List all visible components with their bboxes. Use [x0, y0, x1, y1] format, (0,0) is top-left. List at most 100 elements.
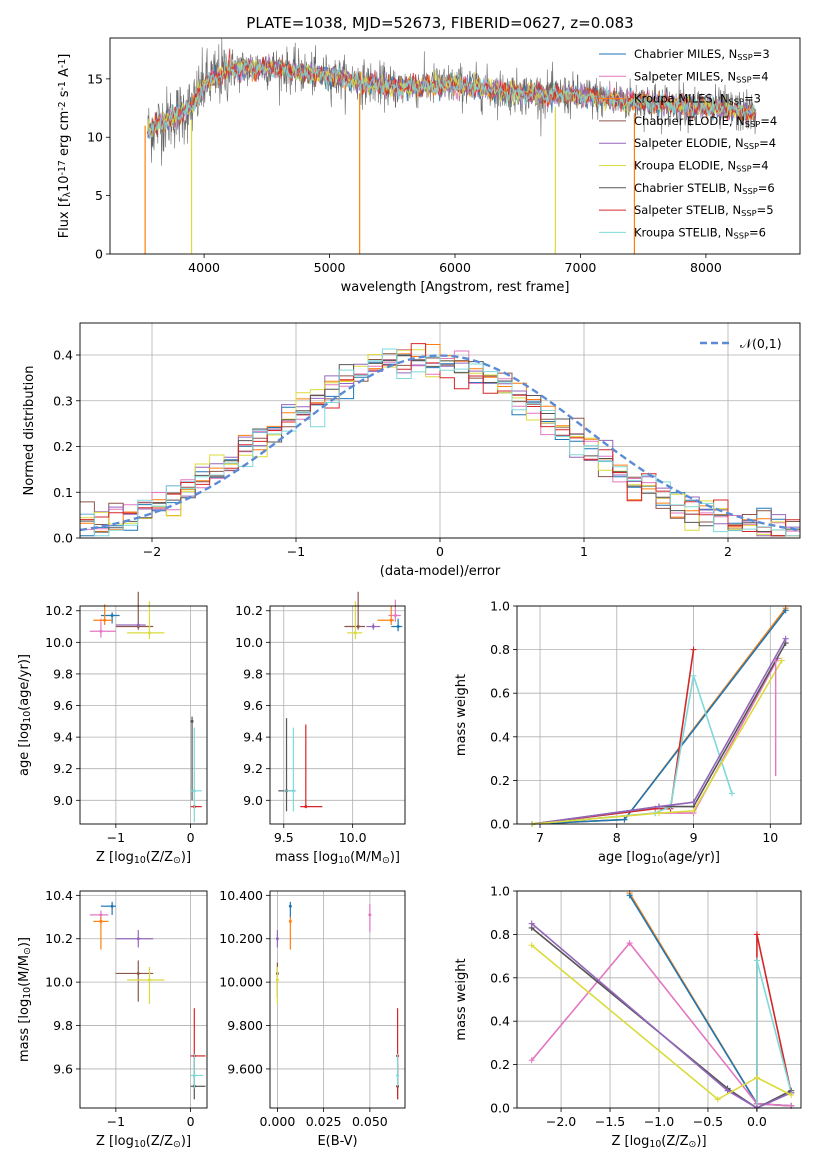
weight-line [531, 927, 792, 1109]
data-point [136, 937, 140, 941]
weight-line [532, 638, 787, 825]
y-tick-label: 0 [95, 247, 103, 262]
x-tick-label: 5000 [314, 260, 346, 275]
y-tick-label: 10.2 [45, 603, 73, 618]
histogram-step [80, 348, 800, 537]
weight-marker [690, 672, 697, 679]
x-tick-label: −1.5 [595, 1114, 625, 1129]
y-tick-label: 0.8 [490, 927, 510, 942]
data-point [110, 904, 114, 908]
weight-marker [621, 816, 628, 823]
spectrum-line [147, 48, 757, 136]
legend-entry: Chabrier MILES, NSSP=3 [634, 47, 770, 62]
y-axis-label: mass [log10(M/M⊙)] [17, 937, 33, 1062]
histogram-step [80, 344, 800, 537]
y-tick-label: 10 [87, 130, 103, 145]
axes-frame [516, 605, 802, 825]
x-tick-label: 0.0 [747, 1114, 767, 1129]
weight-line [532, 657, 779, 825]
weight-marker [626, 892, 633, 899]
x-tick-label: 8000 [690, 260, 722, 275]
axes-frame [79, 322, 801, 539]
axes-frame [79, 605, 208, 825]
data-point [353, 631, 357, 635]
legend: Chabrier MILES, NSSP=3 Salpeter MILES, NS… [599, 47, 777, 240]
legend-entry: Kroupa MILES, NSSP=3 [634, 92, 761, 107]
y-tick-label: 9.600 [227, 1061, 263, 1076]
plot-area [79, 343, 801, 537]
y-tick-label: 0.4 [490, 729, 510, 744]
x-tick-label: 0 [187, 1114, 195, 1129]
x-tick-label: −0.5 [693, 1114, 723, 1129]
data-point [147, 631, 151, 635]
legend-entry: Salpeter MILES, NSSP=4 [634, 69, 769, 84]
data-point [291, 789, 295, 793]
data-point [275, 937, 279, 941]
x-tick-label: 10.0 [339, 830, 367, 845]
x-axis-label: E(B-V) [317, 1134, 357, 1149]
x-axis-label: Z [log10(Z/Z⊙)] [611, 1134, 706, 1150]
x-tick-label: 0.025 [306, 1114, 342, 1129]
y-tick-label: 0.0 [490, 817, 510, 832]
panel-mass_vs_Z: −1 0 9.6 9.8 10.0 10.2 10.4 Z [log10(Z/Z⊙)] mass… [17, 888, 208, 1150]
y-tick-label: 9.8 [53, 666, 73, 681]
y-tick-label: 9.0 [53, 793, 73, 808]
plot-area [278, 591, 403, 812]
weight-line [532, 607, 787, 825]
x-tick-label: 6000 [439, 260, 471, 275]
data-point [393, 613, 397, 617]
x-axis-label: age [log10(age/yr)] [598, 850, 720, 866]
x-axis-label: mass [log10(M/M⊙)] [275, 850, 400, 866]
x-tick-label: 9.5 [274, 830, 294, 845]
plot-area [275, 901, 400, 1100]
y-tick-label: 9.800 [227, 1018, 263, 1033]
x-tick-label: 9 [690, 830, 698, 845]
data-point [275, 978, 279, 982]
panel-mass_vs_ebv: 0.000 0.025 0.050 9.600 9.800 10.000 10.200 10.… [219, 888, 406, 1149]
x-axis-label: Z [log10(Z/Z⊙)] [96, 850, 191, 866]
data-point [192, 1073, 196, 1077]
data-point [136, 971, 140, 975]
axes-frame [269, 890, 406, 1109]
x-axis-label: Z [log10(Z/Z⊙)] [96, 1134, 191, 1150]
weight-marker [656, 803, 662, 810]
panel-age_vs_Z: −1 0 9.0 9.2 9.4 9.6 9.8 10.0 10.2 Z [log10(Z/Z⊙)… [17, 591, 208, 866]
legend-entry: Chabrier STELIB, NSSP=6 [634, 181, 775, 196]
y-tick-label: 0.2 [490, 773, 510, 788]
weight-line [532, 675, 733, 825]
y-tick-label: 15 [87, 71, 103, 86]
y-tick-label: 10.0 [45, 635, 73, 650]
y-tick-label: 10.000 [219, 975, 263, 990]
normal-curve [79, 354, 801, 532]
x-tick-label: 7 [536, 830, 544, 845]
panel-age_vs_mass: 9.5 10.0 9.0 9.2 9.4 9.6 9.8 10.0 10.2 mass [log1… [235, 591, 406, 866]
x-tick-label: 8 [613, 830, 621, 845]
panel-weight_vs_age: 7 8 9 10 0.0 0.2 0.4 0.6 0.8 1.0 age [log10(age/yr… [454, 599, 802, 866]
y-tick-label: 10.200 [219, 931, 263, 946]
legend-entry: Salpeter STELIB, NSSP=5 [634, 203, 774, 218]
weight-marker [690, 646, 697, 653]
panel-spectrum: 4000 5000 6000 7000 8000 0 5 10 15 wavelength [An… [57, 37, 801, 295]
plot-area [89, 901, 206, 1100]
x-tick-label: −2.0 [546, 1114, 576, 1129]
y-tick-label: 0.0 [53, 531, 73, 546]
y-tick-label: 0.4 [53, 348, 73, 363]
data-point [110, 613, 114, 617]
y-tick-label: 0.6 [490, 970, 510, 985]
weight-line [532, 660, 783, 825]
y-tick-label: 0.3 [53, 393, 73, 408]
weight-marker [528, 920, 535, 927]
weight-marker [656, 810, 662, 817]
y-tick-label: 9.4 [53, 730, 73, 745]
y-tick-label: 0.6 [490, 686, 510, 701]
legend-entry: 𝒩(0,1) [740, 336, 782, 351]
y-tick-label: 0.4 [490, 1014, 510, 1029]
y-tick-label: 9.0 [243, 793, 263, 808]
data-point [192, 789, 196, 793]
weight-line [531, 922, 792, 1109]
y-tick-label: 1.0 [490, 884, 510, 899]
weight-marker [528, 1057, 535, 1064]
y-tick-label: 10.4 [45, 888, 73, 903]
y-tick-label: 9.6 [243, 698, 263, 713]
